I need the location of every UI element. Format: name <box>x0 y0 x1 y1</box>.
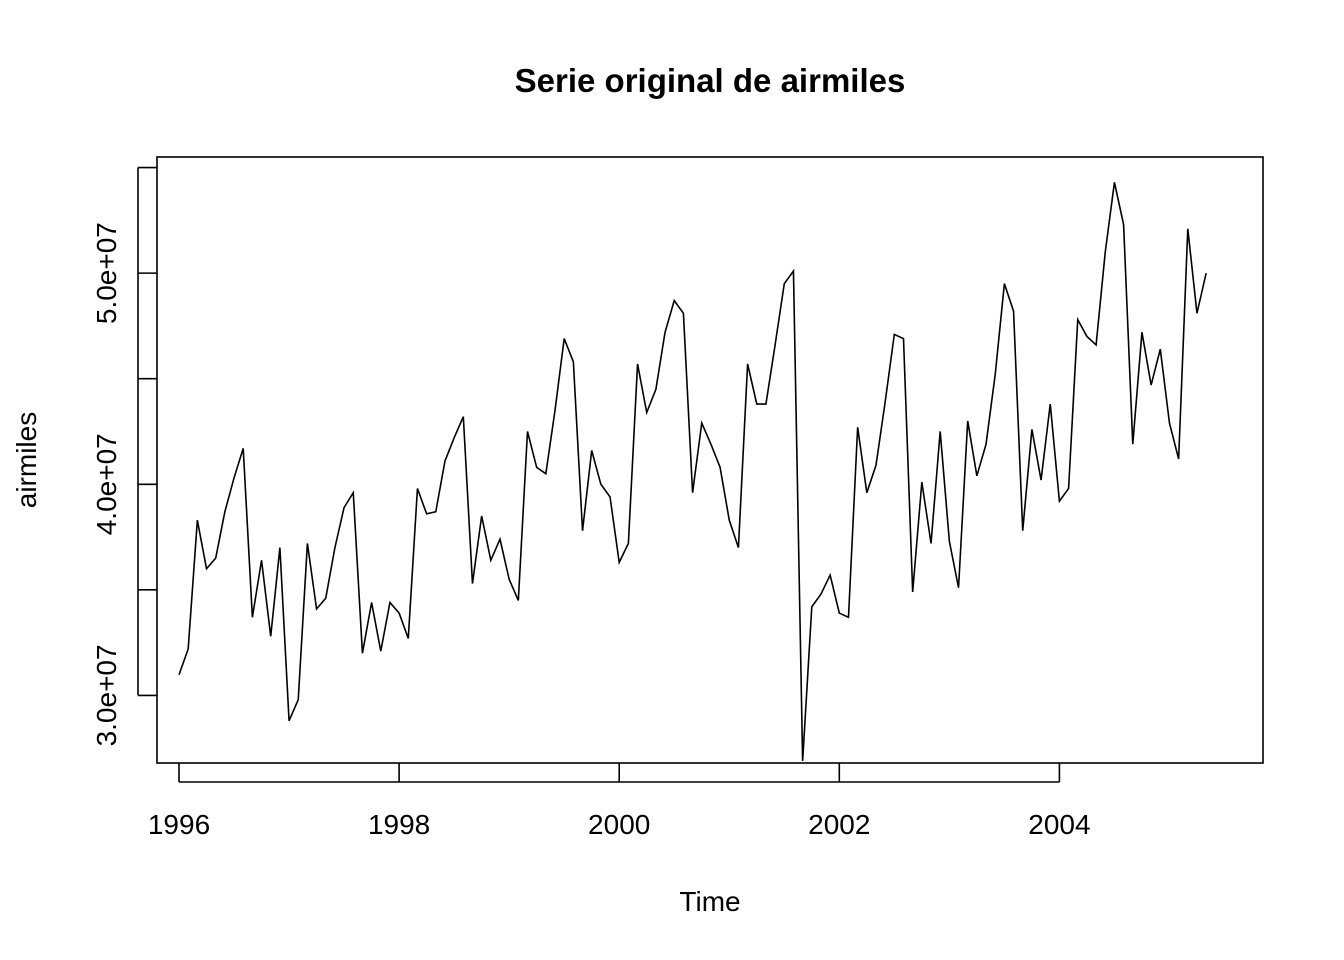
y-axis-label: airmiles <box>11 412 42 508</box>
x-axis: 1996 1998 2000 2002 2004 <box>148 763 1091 840</box>
y-tick-label: 3.0e+07 <box>91 644 122 746</box>
y-axis: 3.0e+07 4.0e+07 5.0e+07 <box>91 166 157 746</box>
chart-title: Serie original de airmiles <box>515 62 906 99</box>
x-axis-label: Time <box>679 886 740 917</box>
x-tick-label: 2004 <box>1028 809 1090 840</box>
y-tick-label: 5.0e+07 <box>91 222 122 324</box>
x-tick-label: 2002 <box>808 809 870 840</box>
x-tick-label: 1998 <box>368 809 430 840</box>
x-tick-label: 2000 <box>588 809 650 840</box>
plot-frame <box>156 156 1264 764</box>
series-group <box>178 182 1207 761</box>
x-tick-label: 1996 <box>148 809 210 840</box>
y-tick-label: 4.0e+07 <box>91 433 122 535</box>
series-line <box>178 182 1207 761</box>
